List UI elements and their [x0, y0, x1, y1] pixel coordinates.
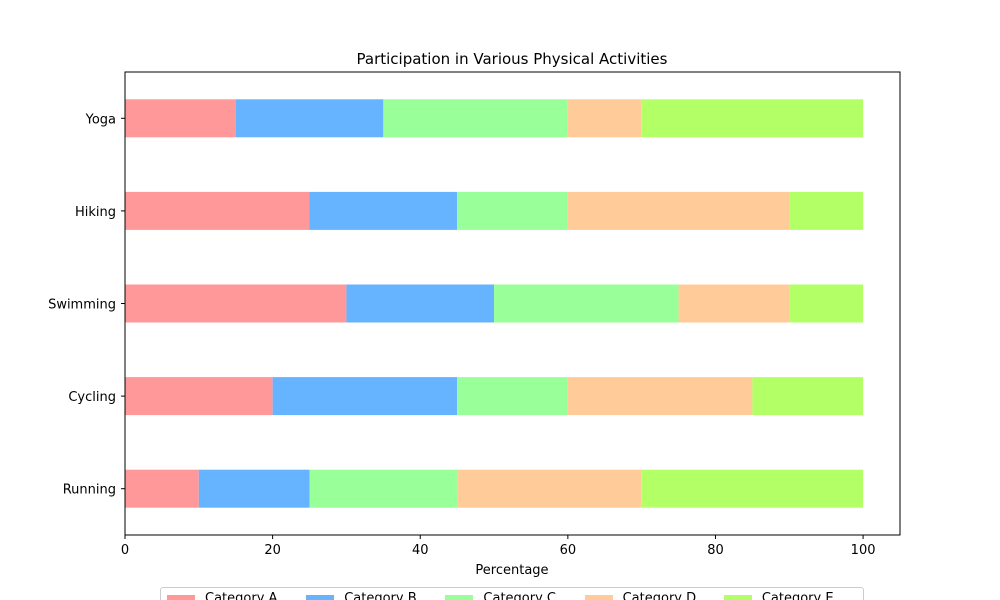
bar-swimming-category-d	[678, 284, 790, 323]
y-tick-label: Hiking	[75, 205, 116, 220]
bar-hiking-category-c	[457, 191, 568, 230]
bar-yoga-category-c	[383, 99, 568, 138]
bar-yoga-category-e	[641, 99, 864, 138]
legend-swatch	[167, 595, 195, 600]
bar-hiking-category-b	[309, 191, 458, 230]
bar-swimming-category-e	[789, 284, 864, 323]
y-tick-label: Cycling	[68, 390, 116, 405]
x-axis: 0 20 40 60 80 100	[121, 535, 876, 558]
bar-cycling-category-c	[457, 377, 568, 416]
x-tick-label: 0	[121, 543, 129, 558]
bar-running-category-a	[125, 469, 199, 508]
bar-swimming-category-b	[346, 284, 495, 323]
bars-layer	[125, 99, 864, 508]
legend-label: Category C	[483, 591, 556, 600]
legend-swatch	[584, 595, 613, 600]
legend-swatch	[723, 595, 752, 600]
legend-label: Category D	[622, 591, 697, 600]
x-axis-label: Percentage	[475, 563, 548, 578]
bar-running-category-e	[641, 469, 864, 508]
bar-cycling-category-b	[272, 377, 458, 416]
bar-running-category-c	[309, 469, 458, 508]
bar-cycling-category-e	[752, 377, 864, 416]
bar-cycling-category-d	[567, 377, 753, 416]
y-tick-label: Yoga	[85, 112, 116, 127]
legend-item: Category E	[723, 591, 863, 600]
legend-swatch	[306, 595, 335, 600]
legend-item: Category A	[167, 592, 306, 600]
y-axis: Running Cycling Swimming Hiking Yoga	[48, 112, 125, 498]
y-tick-label: Swimming	[48, 298, 116, 313]
legend-label: Category E	[761, 591, 834, 600]
x-tick-label: 80	[707, 543, 724, 558]
bar-swimming-category-a	[125, 284, 347, 323]
bar-cycling-category-a	[125, 377, 273, 416]
bar-hiking-category-d	[567, 191, 790, 230]
bar-yoga-category-a	[125, 99, 236, 138]
bar-running-category-b	[198, 469, 310, 508]
bar-yoga-category-b	[235, 99, 384, 138]
legend-label: Category A	[205, 591, 278, 600]
y-tick-label: Running	[63, 483, 116, 498]
bar-swimming-category-c	[494, 284, 679, 323]
x-tick-label: 40	[412, 543, 429, 558]
legend-swatch	[445, 595, 474, 600]
bar-yoga-category-d	[567, 99, 642, 138]
x-tick-label: 100	[851, 543, 876, 558]
bar-hiking-category-e	[789, 191, 864, 230]
chart-title: Participation in Various Physical Activi…	[357, 50, 668, 68]
bar-hiking-category-a	[125, 191, 310, 230]
bar-running-category-d	[457, 469, 642, 508]
x-tick-label: 60	[560, 543, 577, 558]
legend-item: Category C	[445, 592, 584, 600]
x-tick-label: 20	[264, 543, 281, 558]
legend-item: Category D	[584, 591, 724, 600]
legend: Category A Category B Category C Category D…	[160, 587, 864, 600]
legend-label: Category B	[344, 591, 417, 600]
legend-item: Category B	[306, 592, 445, 600]
